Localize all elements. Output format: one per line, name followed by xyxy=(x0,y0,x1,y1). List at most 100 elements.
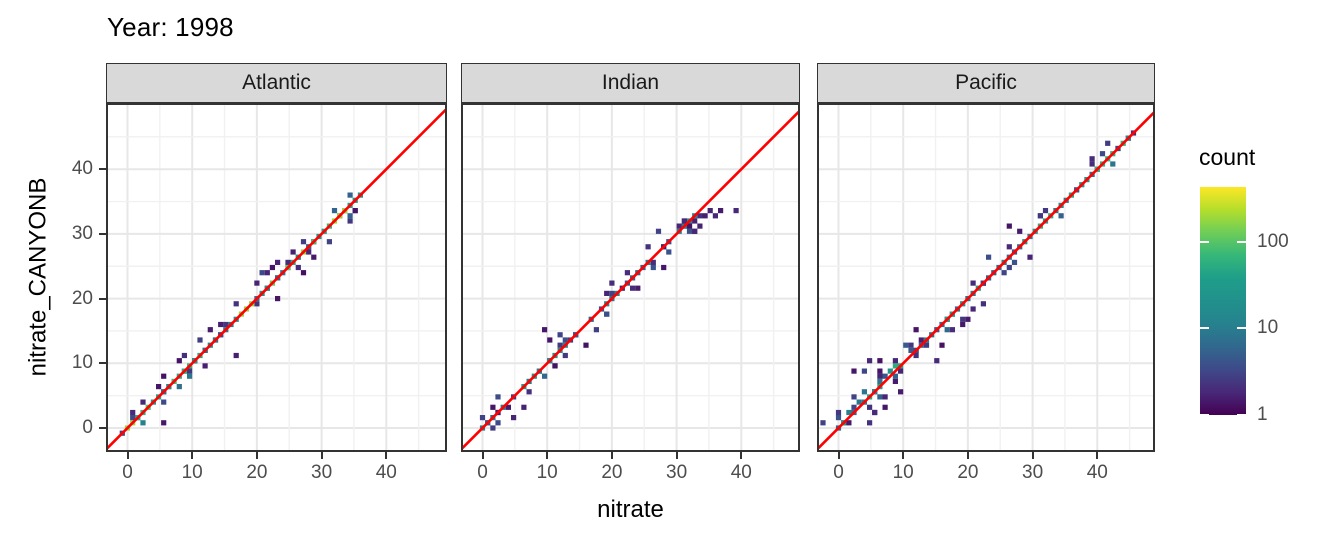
count-bin xyxy=(939,342,945,348)
x-tick-label: 10 xyxy=(181,462,203,483)
x-tick-mark xyxy=(191,452,194,459)
legend-tick-dash xyxy=(1200,327,1209,330)
y-tick-label: 20 xyxy=(71,287,93,309)
panel-border xyxy=(106,103,447,452)
count-bin xyxy=(934,358,940,364)
count-bin xyxy=(479,415,486,421)
count-bin xyxy=(892,358,898,364)
count-bin xyxy=(1011,259,1018,265)
count-bin xyxy=(347,218,353,224)
facet-strip-atlantic: Atlantic xyxy=(106,63,447,103)
x-tick-mark xyxy=(610,452,613,459)
count-bin xyxy=(846,409,852,416)
count-bin xyxy=(1006,264,1012,271)
count-bin xyxy=(187,373,193,379)
count-bin xyxy=(882,394,888,400)
x-tick-label: 0 xyxy=(477,462,488,483)
count-bin xyxy=(686,223,693,229)
count-bin xyxy=(1089,156,1095,162)
count-bin xyxy=(892,373,898,379)
count-bin xyxy=(1006,244,1012,250)
count-bin xyxy=(697,223,703,229)
count-bin xyxy=(877,368,883,374)
y-tick-mark xyxy=(99,362,106,365)
legend-tick-dash xyxy=(1237,240,1246,243)
identity-line xyxy=(106,106,447,452)
count-bin xyxy=(913,352,919,359)
legend-tick-label: 100 xyxy=(1257,230,1289,252)
count-bin xyxy=(495,420,501,426)
y-tick-mark xyxy=(99,297,106,300)
count-bin xyxy=(970,306,976,312)
count-bin xyxy=(655,228,662,234)
count-bin xyxy=(1027,254,1033,260)
count-bin xyxy=(692,218,698,224)
count-bin xyxy=(676,223,682,229)
count-bin xyxy=(908,347,914,353)
x-tick-mark xyxy=(255,452,258,459)
count-bin xyxy=(913,327,919,333)
count-bin xyxy=(130,409,136,416)
identity-line xyxy=(817,109,1155,452)
count-bin xyxy=(176,358,182,364)
facet-strip-label: Pacific xyxy=(955,71,1017,94)
count-bin xyxy=(898,368,904,374)
count-bin xyxy=(861,389,867,395)
count-bin xyxy=(331,208,338,214)
count-bin xyxy=(970,280,976,286)
count-bin xyxy=(547,337,553,343)
count-bin xyxy=(306,249,312,255)
count-bin xyxy=(593,327,599,333)
x-tick-label: 20 xyxy=(246,462,268,483)
count-bin xyxy=(254,280,260,286)
count-bin xyxy=(161,420,167,426)
count-bin xyxy=(197,337,203,343)
count-bin xyxy=(326,239,332,245)
panel-border xyxy=(461,103,800,452)
facet-strip-pacific: Pacific xyxy=(817,63,1155,103)
y-tick-label: 10 xyxy=(71,352,93,374)
count-bin xyxy=(851,368,857,374)
facet-strip-label: Atlantic xyxy=(242,71,311,94)
count-bin xyxy=(290,249,296,255)
count-bin xyxy=(898,389,904,395)
count-bin xyxy=(156,384,162,390)
count-bin xyxy=(949,327,955,333)
y-tick-label: 0 xyxy=(82,417,93,438)
count-bin xyxy=(130,415,136,421)
count-bin xyxy=(609,290,615,296)
count-bin xyxy=(650,264,656,271)
count-bin xyxy=(980,301,986,307)
x-tick-label: 10 xyxy=(892,462,914,483)
x-tick-mark xyxy=(966,452,969,459)
legend-tick-dash xyxy=(1237,327,1246,330)
count-bin xyxy=(1089,161,1095,167)
count-bin xyxy=(526,389,532,395)
count-bin xyxy=(300,270,307,276)
count-bin xyxy=(867,358,873,364)
panel-indian xyxy=(461,103,800,452)
count-bin xyxy=(218,321,224,328)
count-bin xyxy=(269,264,275,271)
count-bin xyxy=(1099,151,1106,157)
count-bin xyxy=(352,208,358,214)
count-bin xyxy=(960,321,966,328)
count-bin xyxy=(892,378,898,384)
count-bin xyxy=(877,394,883,400)
y-tick-label: 40 xyxy=(71,158,93,180)
count-bin xyxy=(161,373,167,379)
count-bin xyxy=(233,352,239,359)
x-tick-label: 0 xyxy=(833,462,844,483)
legend-colorbar xyxy=(1200,187,1246,415)
count-bin xyxy=(295,264,301,271)
count-bin xyxy=(552,363,558,369)
count-bin xyxy=(490,425,496,431)
count-bin xyxy=(505,404,511,410)
count-bin xyxy=(233,301,239,307)
count-bin xyxy=(650,259,656,265)
count-bin xyxy=(702,213,708,219)
x-tick-mark xyxy=(385,452,388,459)
count-bin xyxy=(635,285,641,291)
count-bin xyxy=(872,409,878,416)
x-tick-label: 0 xyxy=(122,462,133,483)
